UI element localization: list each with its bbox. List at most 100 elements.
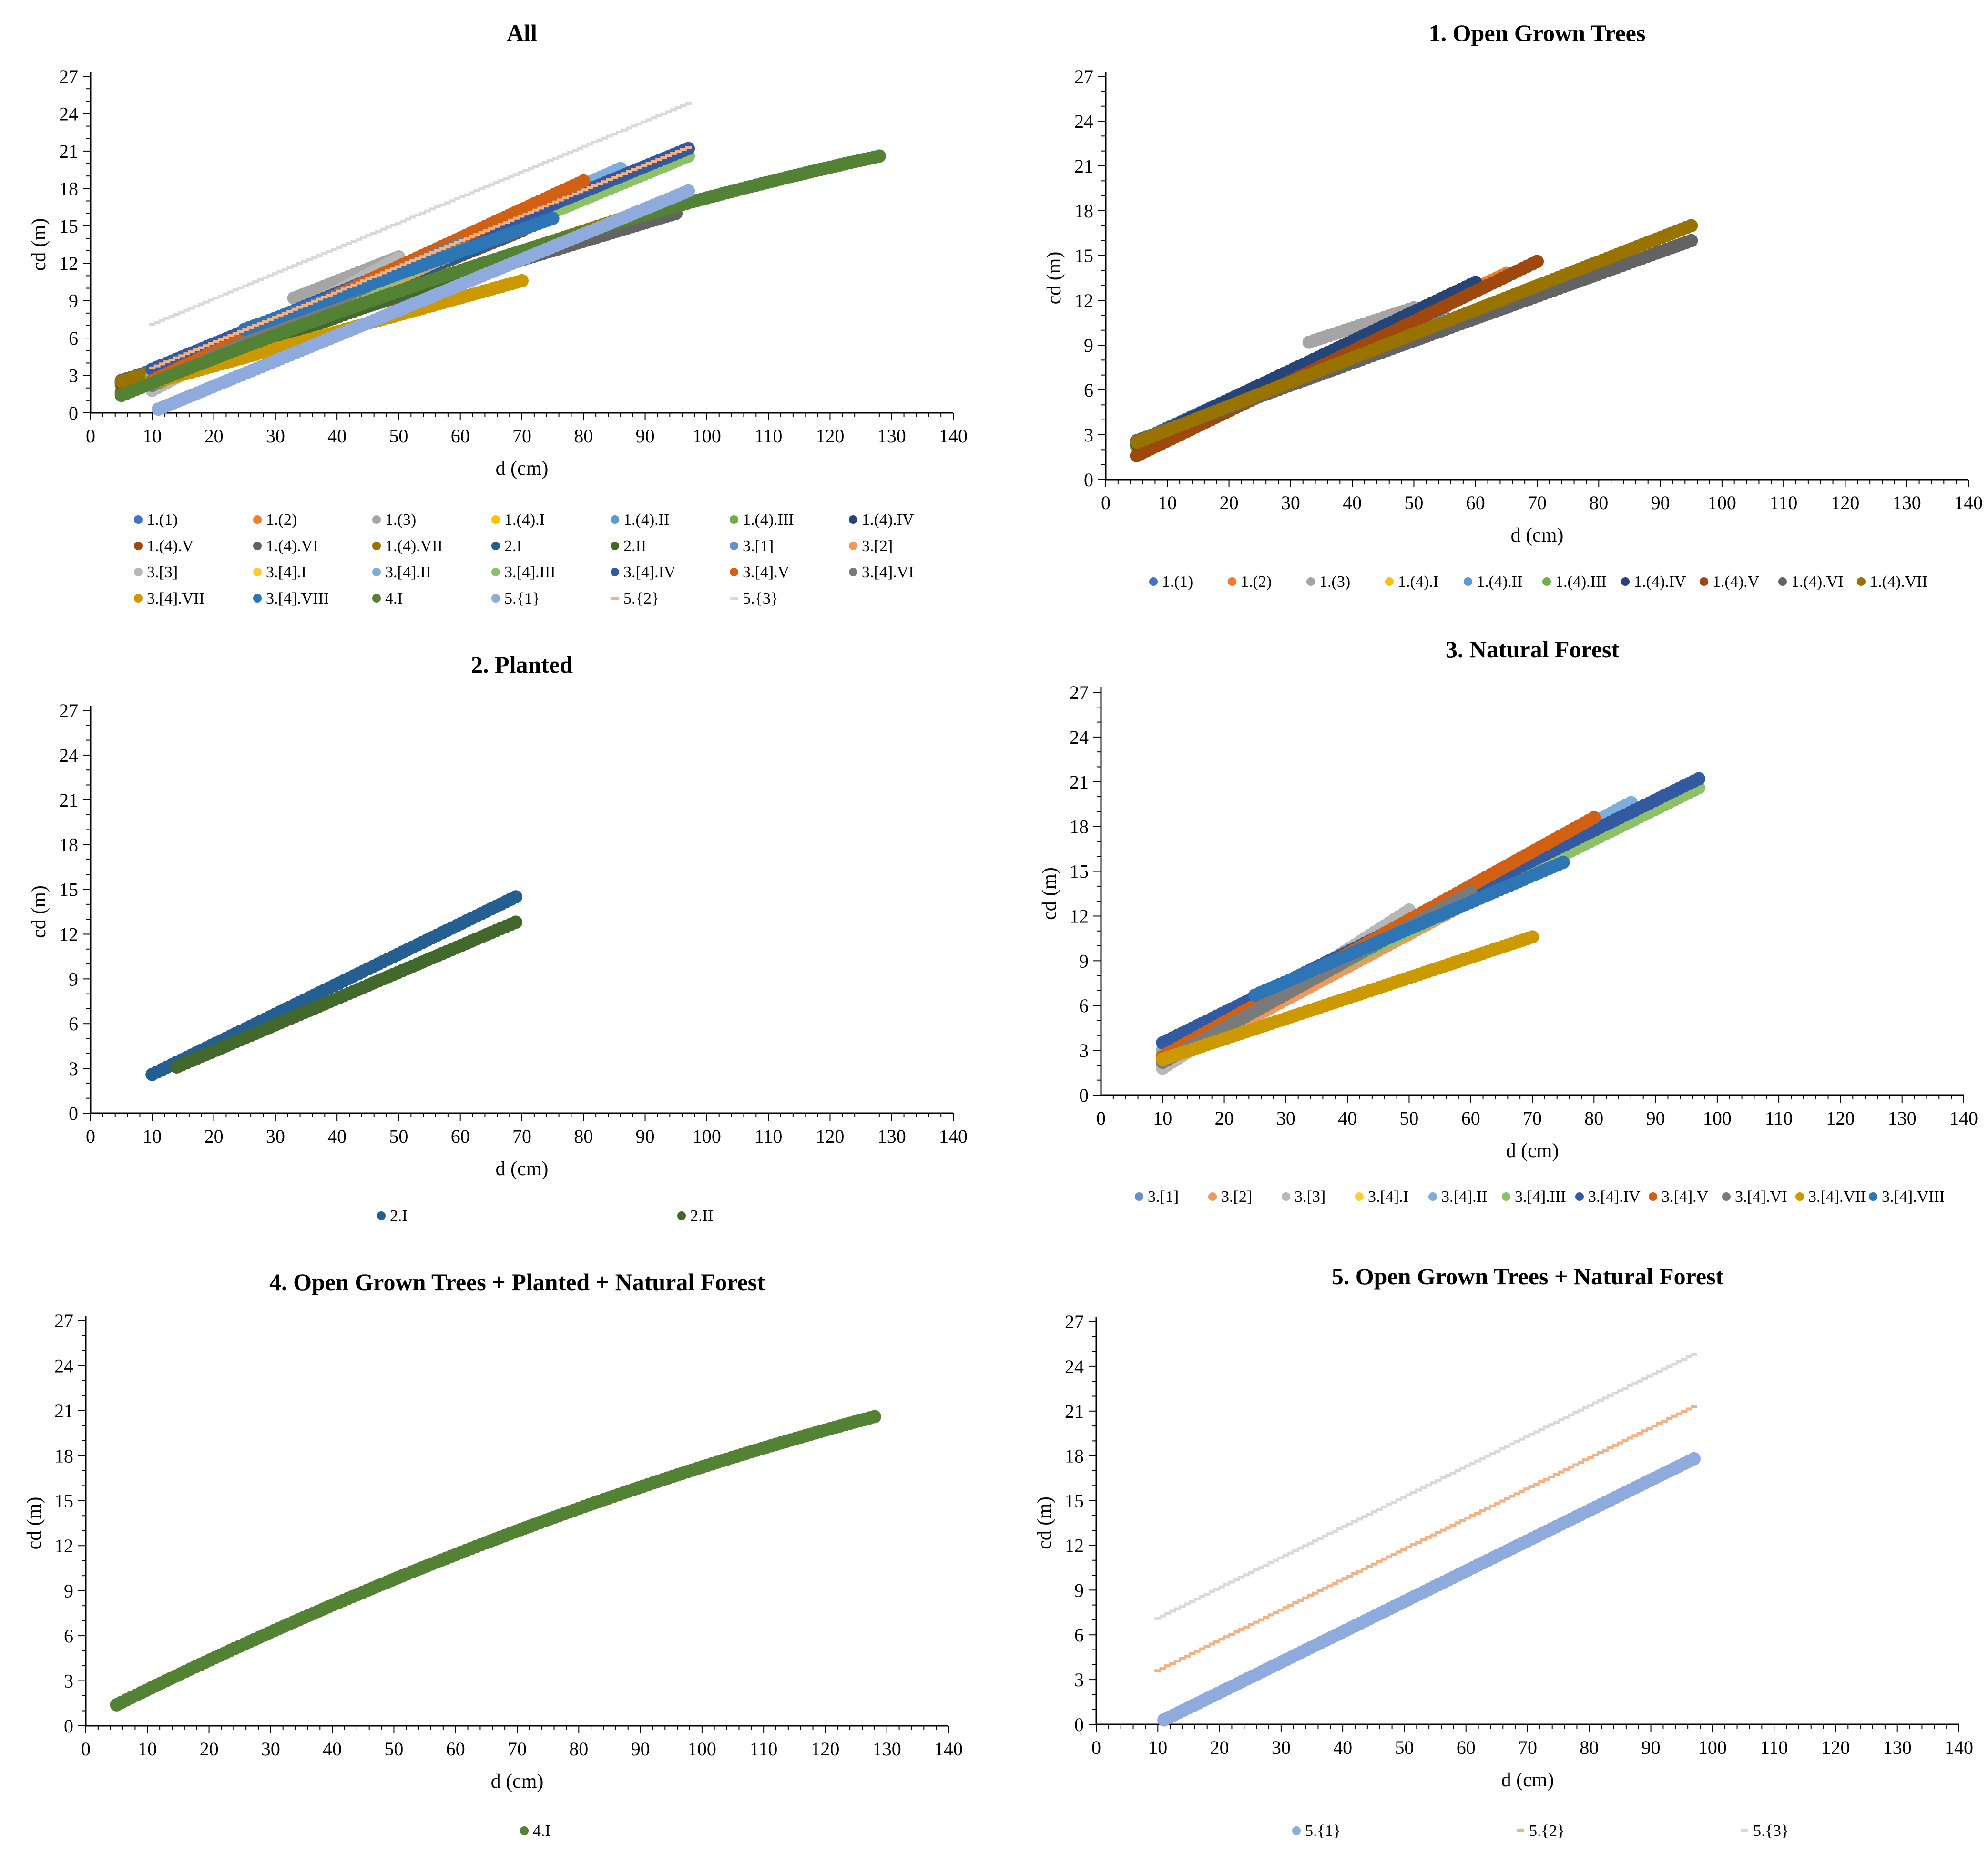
data-point xyxy=(571,149,579,152)
y-tick-label: 24 xyxy=(59,103,78,124)
x-tick-label: 140 xyxy=(939,425,968,447)
data-point xyxy=(1587,810,1601,824)
legend-marker xyxy=(134,515,143,524)
data-point xyxy=(281,312,288,315)
y-tick-label: 9 xyxy=(1079,950,1089,972)
data-point xyxy=(360,236,367,239)
data-point xyxy=(321,252,328,255)
data-point xyxy=(276,270,284,273)
data-point xyxy=(213,340,220,343)
legend-label: 1.(1) xyxy=(1162,573,1193,591)
data-point xyxy=(552,200,559,204)
series-2.II xyxy=(170,915,523,1074)
legend-label: 1.(3) xyxy=(1319,573,1350,591)
x-tick-label: 110 xyxy=(750,1738,778,1760)
data-point xyxy=(503,177,510,180)
data-point xyxy=(483,229,490,232)
legend-label: 3.[4].II xyxy=(385,564,431,581)
legend-item: 1.(4).V xyxy=(134,537,194,555)
legend-item: 1.(4).V xyxy=(1700,573,1760,591)
data-point xyxy=(168,315,175,318)
legend-label: 3.[4].VII xyxy=(147,590,204,607)
legend-marker xyxy=(372,568,381,576)
data-point xyxy=(581,144,589,148)
x-tick-label: 60 xyxy=(451,1126,470,1147)
x-axis-label: d (cm) xyxy=(496,458,549,480)
legend-marker xyxy=(1306,577,1315,586)
data-point xyxy=(389,267,397,270)
y-tick-label: 15 xyxy=(59,879,78,901)
y-tick-label: 6 xyxy=(64,1625,73,1647)
data-point xyxy=(675,150,682,153)
legend-item: 3.[4].III xyxy=(491,564,556,581)
data-point xyxy=(557,154,564,158)
chart-title: 2. Planted xyxy=(471,651,573,678)
legend-label: 1.(1) xyxy=(147,511,178,529)
data-point xyxy=(532,208,540,212)
data-point xyxy=(395,265,402,268)
legend-label: 3.[4].V xyxy=(1662,1188,1709,1206)
legend-item: 1.(1) xyxy=(134,511,178,529)
legend-label: 1.(2) xyxy=(266,511,297,529)
x-tick-label: 40 xyxy=(327,1126,347,1147)
data-point xyxy=(193,305,200,308)
y-tick-label: 15 xyxy=(54,1490,73,1512)
data-point xyxy=(237,330,245,333)
data-point xyxy=(286,266,294,269)
data-point xyxy=(149,323,156,326)
data-point xyxy=(208,298,215,302)
legend-item: 3.[4].VIII xyxy=(253,590,329,607)
x-tick-label: 10 xyxy=(143,1126,162,1147)
data-point xyxy=(449,243,456,246)
legend-item: 3.[1] xyxy=(730,537,774,555)
data-point xyxy=(370,232,377,235)
data-point xyxy=(168,358,175,361)
data-point xyxy=(680,148,687,151)
data-point xyxy=(621,172,628,175)
data-point xyxy=(173,313,180,316)
data-point xyxy=(562,153,569,156)
x-axis-label: d (cm) xyxy=(491,1771,544,1793)
data-point xyxy=(591,184,599,187)
legend-marker xyxy=(1282,1192,1290,1201)
y-tick-label: 0 xyxy=(64,1715,73,1737)
y-tick-label: 21 xyxy=(54,1400,73,1422)
data-point xyxy=(503,221,510,224)
legend-marker xyxy=(611,597,619,600)
legend-marker xyxy=(1135,1192,1143,1201)
x-tick-label: 0 xyxy=(81,1738,91,1760)
data-point xyxy=(217,338,224,341)
data-point xyxy=(682,184,695,198)
x-tick-label: 110 xyxy=(754,1126,783,1147)
y-tick-label: 24 xyxy=(1074,111,1093,132)
plot-area xyxy=(1130,219,1698,462)
data-point xyxy=(577,190,584,194)
legend-item: 5.{1} xyxy=(491,590,540,607)
data-point xyxy=(577,174,591,188)
legend-item: 3.[4].VIII xyxy=(1869,1188,1945,1206)
chart-panel-1: All 0 10 20 30 40 50 60 70 80 90 100 110 120 130 140 0 3 6… xyxy=(28,20,968,607)
data-point xyxy=(183,352,190,356)
legend-marker xyxy=(611,568,619,576)
legend-item: 1.(4).IV xyxy=(1621,573,1686,591)
data-point xyxy=(537,206,544,210)
x-tick-label: 120 xyxy=(816,425,844,447)
legend-label: 3.[4].II xyxy=(1441,1188,1487,1206)
legend-item: 3.[4].III xyxy=(1502,1188,1566,1206)
legend-item: 1.(4).III xyxy=(1542,573,1607,591)
x-tick-label: 80 xyxy=(574,425,593,447)
data-point xyxy=(660,112,667,115)
data-point xyxy=(404,217,411,221)
legend-marker xyxy=(849,515,857,524)
x-axis-label: d (cm) xyxy=(1511,524,1564,546)
data-point xyxy=(375,230,382,233)
x-tick-label: 110 xyxy=(1770,492,1798,513)
data-point xyxy=(149,366,156,369)
legend-marker xyxy=(134,594,143,603)
data-point xyxy=(616,174,623,177)
y-tick-label: 18 xyxy=(1070,816,1089,838)
legend-marker xyxy=(1869,1192,1877,1201)
data-point xyxy=(478,231,485,234)
data-point xyxy=(626,170,633,173)
